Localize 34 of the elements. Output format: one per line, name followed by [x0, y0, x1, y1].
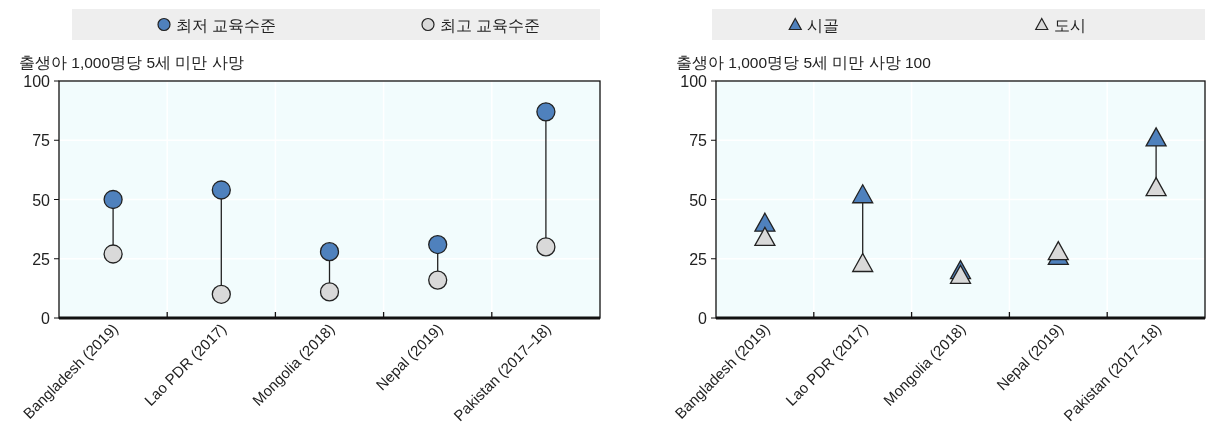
- point: [428, 270, 448, 290]
- point: [1047, 240, 1069, 261]
- point: [852, 184, 874, 204]
- legend-label: 시골: [807, 16, 840, 34]
- y-tick-label: 50: [32, 191, 51, 209]
- y-axis-title: 출생아 1,000명당 5세 미만 사망 100: [676, 54, 932, 71]
- y-tick-label: 0: [41, 310, 51, 327]
- point: [211, 180, 231, 200]
- y-tick-label: 25: [689, 250, 708, 268]
- point: [319, 282, 340, 302]
- point: [319, 241, 340, 262]
- legend-label: 최저 교육수준: [176, 16, 277, 34]
- y-tick-label: 0: [698, 310, 708, 327]
- y-tick-label: 50: [689, 191, 708, 209]
- point: [949, 264, 972, 284]
- y-tick-label: 100: [680, 73, 708, 90]
- y-axis-title: 출생아 1,000명당 5세 미만 사망: [19, 54, 244, 71]
- y-tick-label: 100: [23, 73, 51, 90]
- point: [428, 234, 448, 255]
- point: [103, 189, 123, 210]
- y-tick-label: 75: [689, 132, 708, 150]
- y-tick-label: 25: [32, 250, 51, 268]
- point: [536, 237, 556, 257]
- point: [211, 284, 231, 304]
- point: [103, 244, 123, 264]
- point: [754, 226, 776, 247]
- point: [1145, 127, 1167, 147]
- y-tick-label: 75: [32, 132, 51, 150]
- point: [852, 252, 874, 273]
- point: [536, 102, 556, 122]
- point: [754, 212, 776, 232]
- legend-label: 최고 교육수준: [440, 16, 541, 34]
- point: [1145, 177, 1167, 197]
- legend-label: 도시: [1053, 16, 1086, 34]
